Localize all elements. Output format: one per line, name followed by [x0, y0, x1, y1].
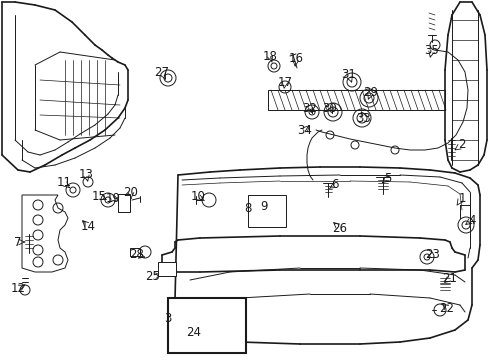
Text: 4: 4 [468, 213, 475, 226]
Text: 20: 20 [123, 186, 138, 199]
Text: 8: 8 [244, 202, 251, 215]
Text: 29: 29 [363, 85, 378, 99]
Text: 30: 30 [322, 102, 337, 114]
Text: 12: 12 [10, 283, 25, 296]
Text: 11: 11 [57, 176, 71, 189]
Text: 21: 21 [442, 271, 457, 284]
Text: 19: 19 [105, 192, 120, 204]
Text: 3: 3 [164, 311, 171, 324]
Text: 31: 31 [341, 68, 356, 81]
Text: 26: 26 [332, 221, 347, 234]
Text: 27: 27 [154, 66, 169, 78]
Text: 33: 33 [356, 112, 370, 125]
Text: 25: 25 [145, 270, 160, 283]
Text: 35: 35 [424, 44, 439, 57]
Text: 22: 22 [439, 302, 453, 315]
Bar [118, 194, 130, 212]
Text: 16: 16 [288, 51, 303, 64]
Text: 24: 24 [186, 327, 201, 339]
Text: 1: 1 [457, 192, 465, 204]
Text: 34: 34 [297, 123, 312, 136]
Text: 13: 13 [79, 167, 93, 180]
Text: 32: 32 [302, 102, 317, 114]
Text: 5: 5 [384, 171, 391, 184]
Text: 6: 6 [330, 179, 338, 192]
Bar [168, 298, 245, 353]
Text: 10: 10 [190, 190, 205, 203]
Text: 23: 23 [425, 248, 440, 261]
Bar [130, 248, 140, 256]
Text: 14: 14 [81, 220, 95, 233]
Bar [247, 195, 285, 227]
Text: 7: 7 [14, 235, 21, 248]
Bar [158, 262, 176, 276]
Text: 18: 18 [262, 49, 277, 63]
Text: 17: 17 [277, 76, 292, 89]
Text: 2: 2 [457, 139, 465, 152]
Text: 28: 28 [129, 248, 144, 261]
Text: 9: 9 [260, 201, 267, 213]
Text: 15: 15 [91, 189, 106, 202]
